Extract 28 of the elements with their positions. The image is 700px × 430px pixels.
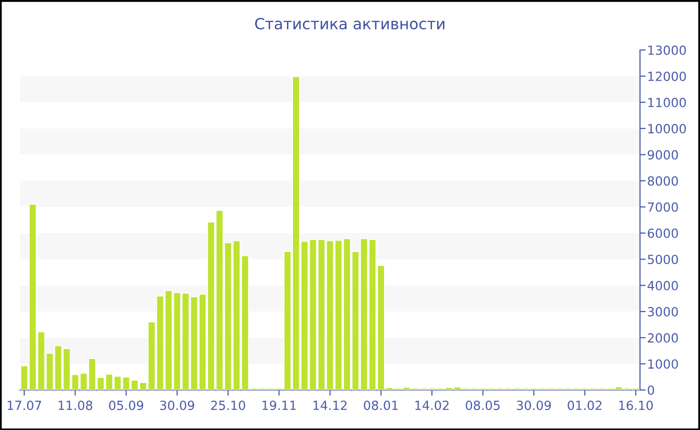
x-tick-label: 19.11 <box>262 400 296 410</box>
x-tick-label: 11.08 <box>58 400 92 410</box>
y-tick-label: 5000 <box>648 254 678 264</box>
y-tick-label: 11000 <box>648 98 686 108</box>
x-tick-label: 25.10 <box>211 400 246 410</box>
y-tick-label: 13000 <box>648 45 686 55</box>
y-tick-label: 7000 <box>648 202 678 212</box>
x-tick-label: 01.02 <box>568 400 602 410</box>
x-tick-label: 08.05 <box>466 400 500 410</box>
y-tick-label: 3000 <box>648 307 678 316</box>
x-tick-label: 14.12 <box>313 400 347 410</box>
y-tick-label: 10000 <box>648 124 686 134</box>
x-tick-label: 17.07 <box>8 400 42 410</box>
chart-title: Статистика активности <box>255 18 444 30</box>
y-tick-label: 1000 <box>648 359 678 369</box>
x-tick-label: 08.01 <box>364 400 398 410</box>
y-tick-label: 4000 <box>648 280 678 290</box>
x-tick-label: 16.10 <box>619 400 653 410</box>
x-tick-label: 05.09 <box>109 400 144 410</box>
y-tick-label: 0 <box>648 385 654 395</box>
y-tick-label: 12000 <box>648 72 686 82</box>
x-tick-label: 30.09 <box>160 400 194 410</box>
x-tick-label: 14.02 <box>415 400 449 410</box>
y-tick-label: 8000 <box>648 176 678 186</box>
y-tick-label: 6000 <box>648 228 678 238</box>
y-tick-label: 9000 <box>648 150 678 160</box>
x-tick-label: 30.09 <box>516 400 551 410</box>
y-tick-label: 2000 <box>648 333 678 343</box>
